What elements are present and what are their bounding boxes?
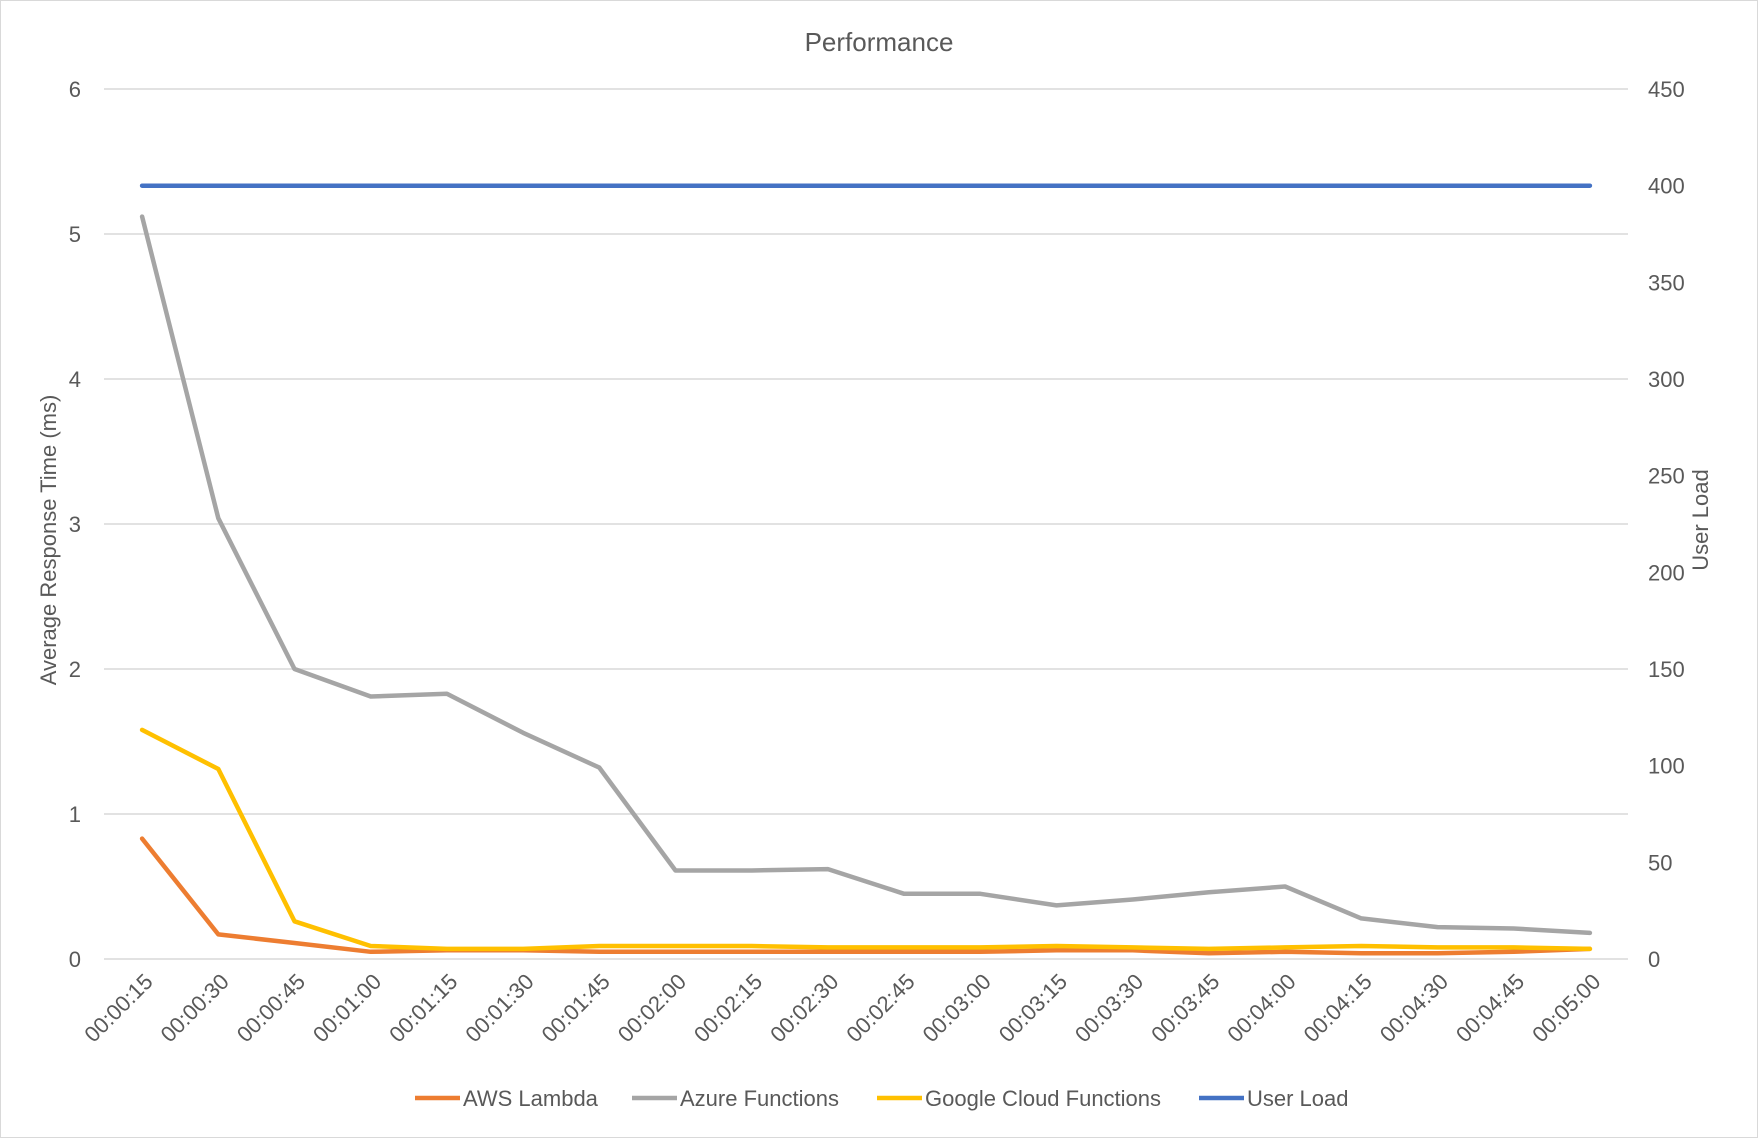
series-line-1 [139,214,1593,936]
y2-tick-label: 350 [1648,270,1685,295]
series-lines [139,183,1593,956]
series-line-0 [139,836,1593,956]
x-tick-label: 00:02:00 [613,969,691,1047]
y-tick-label: 5 [69,222,81,247]
x-tick-label: 00:03:15 [994,969,1072,1047]
y-axis-title: Average Response Time (ms) [36,395,61,686]
x-tick-label: 00:04:30 [1375,969,1453,1047]
series-line-2 [139,727,1593,952]
x-tick-label: 00:03:00 [918,969,996,1047]
chart-title: Performance [805,27,954,57]
x-tick-label: 00:04:15 [1299,969,1377,1047]
x-tick-label: 00:02:15 [689,969,767,1047]
x-tick-label: 00:03:45 [1146,969,1224,1047]
x-tick-label: 00:05:00 [1527,969,1605,1047]
x-tick-label: 00:00:15 [79,969,157,1047]
y2-tick-label: 150 [1648,657,1685,682]
x-tick-label: 00:01:00 [308,969,386,1047]
x-axis-ticks: 00:00:1500:00:3000:00:4500:01:0000:01:15… [79,969,1605,1047]
legend-label: Google Cloud Functions [925,1086,1161,1111]
x-tick-label: 00:01:30 [460,969,538,1047]
y2-tick-label: 0 [1648,947,1660,972]
y2-tick-label: 450 [1648,77,1685,102]
x-tick-label: 00:03:30 [1070,969,1148,1047]
y2-tick-label: 200 [1648,560,1685,585]
y-tick-label: 0 [69,947,81,972]
y2-tick-label: 250 [1648,464,1685,489]
y-tick-label: 2 [69,657,81,682]
y-tick-label: 1 [69,802,81,827]
y-axis-ticks: 0 1 2 3 4 5 6 [69,77,81,972]
y-tick-label: 4 [69,367,81,392]
x-tick-label: 00:02:30 [765,969,843,1047]
y2-tick-label: 100 [1648,754,1685,779]
y2-tick-label: 400 [1648,174,1685,199]
x-tick-label: 00:04:45 [1451,969,1529,1047]
legend-label: User Load [1247,1086,1349,1111]
y2-axis-title: User Load [1688,469,1713,571]
y2-tick-label: 50 [1648,850,1672,875]
y-tick-label: 3 [69,512,81,537]
x-tick-label: 00:04:00 [1222,969,1300,1047]
y2-axis-ticks: 0 50 100 150 200 250 300 350 400 450 [1648,77,1685,972]
x-tick-label: 00:00:45 [232,969,310,1047]
legend-label: Azure Functions [680,1086,839,1111]
legend-label: AWS Lambda [463,1086,599,1111]
gridlines [104,88,1628,960]
x-tick-label: 00:01:15 [384,969,462,1047]
legend: AWS Lambda Azure Functions Google Cloud Fu… [415,1086,1349,1111]
x-tick-label: 00:02:45 [841,969,919,1047]
x-tick-label: 00:01:45 [537,969,615,1047]
y-tick-label: 6 [69,77,81,102]
x-tick-label: 00:00:30 [156,969,234,1047]
y2-tick-label: 300 [1648,367,1685,392]
